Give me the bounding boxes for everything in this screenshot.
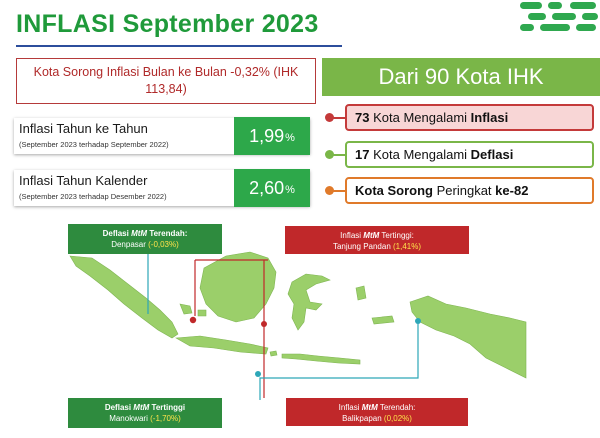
ytd-inflation-card: Inflasi Tahun Kalender (September 2023 t… [14, 169, 310, 207]
ytd-value: 2,60% [234, 169, 310, 207]
rank-text: Peringkat [436, 183, 492, 198]
inflasi-tertinggi-italic: MtM [363, 231, 380, 240]
callout-deflasi-tertinggi: Deflasi MtM Tertinggi Manokwari (-1,70%) [68, 398, 222, 428]
inflasi-tertinggi-value: (1,41%) [393, 242, 422, 251]
deflasi-word: Deflasi [470, 147, 514, 162]
marker-denpasar [255, 371, 261, 377]
ytd-value-unit: % [285, 184, 295, 196]
island-bangka [179, 303, 193, 315]
callout-deflasi-terendah: Deflasi MtM Terendah: Denpasar (-0,03%) [68, 224, 222, 254]
mtm-inflation-text: Kota Sorong Inflasi Bulan ke Bulan -0,32… [33, 65, 299, 96]
island-bali [269, 350, 278, 357]
island-belitung [197, 309, 207, 317]
ytd-sub: (September 2023 terhadap Desember 2022) [19, 192, 167, 201]
deflasi-tertinggi-prefix: Deflasi [104, 403, 132, 412]
title-underline [16, 45, 342, 47]
bullet-red [325, 113, 334, 122]
deflasi-terendah-italic: MtM [131, 229, 148, 238]
deflasi-tertinggi-city: Manokwari [109, 414, 148, 423]
ytd-label: Inflasi Tahun Kalender [19, 173, 148, 188]
yoy-value-unit: % [285, 132, 295, 144]
island-kalimantan [199, 251, 277, 323]
callout-inflasi-tertinggi: Inflasi MtM Tertinggi: Tanjung Pandan (1… [285, 226, 469, 254]
island-java [175, 335, 269, 355]
deflasi-tertinggi-italic: MtM [133, 403, 150, 412]
bullet-orange [325, 186, 334, 195]
deflasi-terendah-value: (-0,03%) [148, 240, 179, 249]
connector-orange [331, 190, 347, 192]
deflasi-terendah-prefix: Deflasi [102, 229, 129, 238]
inflasi-word: Inflasi [470, 110, 509, 125]
inflasi-tertinggi-suffix: Tertinggi: [381, 231, 414, 240]
rank-value: ke-82 [495, 183, 529, 198]
rank-city: Kota Sorong [355, 183, 433, 198]
deflasi-tertinggi-suffix: Tertinggi [151, 403, 186, 412]
island-nusa-tenggara [281, 353, 361, 365]
mtm-inflation-box: Kota Sorong Inflasi Bulan ke Bulan -0,32… [16, 58, 316, 104]
marker-tanjung-pandan [189, 316, 197, 324]
marker-balikpapan [261, 321, 267, 327]
island-maluku [355, 285, 367, 301]
island-papua [409, 295, 527, 379]
inflasi-terendah-city: Balikpapan [342, 414, 382, 423]
inflasi-count: 73 [355, 110, 370, 125]
marker-manokwari [415, 318, 421, 324]
bps-logo [518, 0, 600, 40]
island-seram [371, 315, 395, 325]
deflasi-count: 17 [355, 147, 370, 162]
connector-red [331, 117, 347, 119]
page-title: INFLASI September 2023 [16, 10, 319, 38]
deflasi-terendah-city: Denpasar [111, 240, 146, 249]
ihk-header: Dari 90 Kota IHK [322, 58, 600, 96]
inflasi-terendah-suffix: Terendah: [379, 403, 416, 412]
yoy-sub: (September 2023 terhadap September 2022) [19, 140, 169, 149]
pill-rank: Kota Sorong Peringkat ke-82 [345, 177, 594, 204]
connector-green [331, 154, 347, 156]
yoy-label: Inflasi Tahun ke Tahun [19, 121, 148, 136]
pill-deflasi: 17 Kota Mengalami Deflasi [345, 141, 594, 168]
pill-inflasi: 73 Kota Mengalami Inflasi [345, 104, 594, 131]
callout-inflasi-terendah: Inflasi MtM Terendah: Balikpapan (0,02%) [286, 398, 468, 426]
inflasi-tertinggi-prefix: Inflasi [340, 231, 362, 240]
deflasi-tertinggi-value: (-1,70%) [150, 414, 181, 423]
yoy-value: 1,99% [234, 117, 310, 155]
bullet-green [325, 150, 334, 159]
island-sumatra [69, 255, 179, 339]
inflasi-terendah-value: (0,02%) [383, 414, 412, 423]
inflasi-text: Kota Mengalami [373, 110, 468, 125]
indonesia-map [69, 249, 527, 400]
deflasi-terendah-suffix: Terendah: [149, 229, 188, 238]
inflasi-terendah-prefix: Inflasi [338, 403, 360, 412]
inflasi-tertinggi-city: Tanjung Pandan [332, 242, 391, 251]
ytd-value-number: 2,60 [249, 177, 285, 198]
island-sulawesi [287, 273, 331, 331]
yoy-value-number: 1,99 [249, 125, 285, 146]
deflasi-text: Kota Mengalami [373, 147, 468, 162]
yoy-inflation-card: Inflasi Tahun ke Tahun (September 2023 t… [14, 117, 310, 155]
inflasi-terendah-italic: MtM [361, 403, 378, 412]
